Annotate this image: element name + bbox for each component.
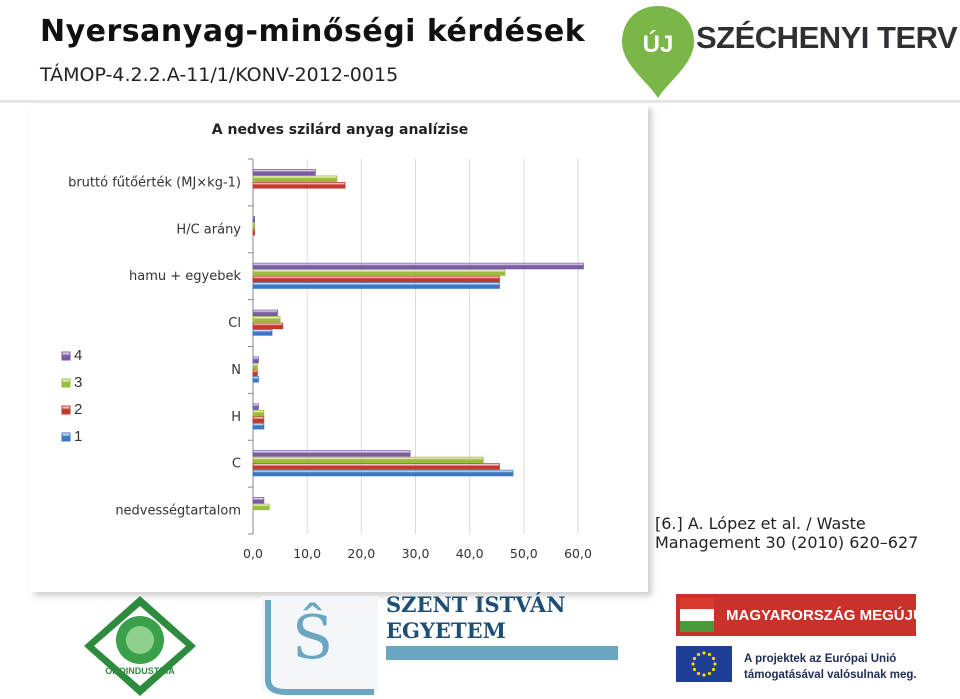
szechenyi-terv-logo: ÚJ SZÉCHENYI TERV — [618, 4, 958, 100]
category-label: nedvességtartalom — [115, 504, 241, 519]
map-pin-icon: ÚJ — [622, 6, 694, 98]
bar-series-4 — [252, 215, 256, 223]
bar-series-3 — [252, 269, 506, 276]
category-label: N — [231, 363, 241, 378]
eu-star-icon — [711, 667, 716, 672]
header-divider — [0, 100, 960, 103]
page-title: Nyersanyag-minőségi kérdések — [40, 14, 586, 49]
chart-grid — [248, 158, 579, 535]
okoindustria-logo: ÖKOINDUSTRIA — [84, 596, 196, 696]
x-tick-label: 30,0 — [402, 546, 430, 561]
x-tick-labels: 0,0 10,0 20,0 30,0 40,0 50,0 60,0 — [243, 546, 592, 561]
legend-label: 1 — [74, 428, 82, 445]
citation-line-1: [6.] A. López et al. / Waste — [655, 514, 866, 533]
legend-swatch — [61, 405, 71, 415]
eu-star-icon — [696, 652, 701, 657]
bar-series-4 — [252, 309, 278, 317]
university-name-line-2: EGYETEM — [386, 618, 506, 643]
bar-series-2 — [252, 182, 346, 189]
bar-series-4 — [252, 356, 259, 364]
x-tick-label: 0,0 — [243, 546, 263, 561]
bar-series-2 — [252, 228, 256, 236]
chart-legend: 4 3 2 1 — [61, 347, 82, 445]
szechenyi-terv-text: SZÉCHENYI TERV — [696, 20, 958, 55]
bar-series-3 — [252, 175, 338, 183]
eu-star-icon — [711, 656, 716, 661]
bar-series-4 — [252, 450, 411, 457]
bar-series-3 — [252, 316, 281, 323]
category-label: H — [231, 410, 241, 425]
citation-line-2: Management 30 (2010) 620–627 — [655, 533, 919, 552]
bar-series-2 — [252, 463, 500, 470]
eu-star-icon — [702, 651, 706, 655]
legend-label: 2 — [74, 401, 82, 418]
bar-series-4 — [252, 262, 584, 270]
category-label: Cl — [228, 316, 241, 331]
bar-chart: A nedves szilárd anyag analízise bruttó … — [61, 122, 592, 561]
eu-support-notice: A projektek az Európai Unió támogatásáva… — [676, 646, 917, 682]
footer-logos: ÖKOINDUSTRIA Ŝ SZENT ISTVÁN EGYETEM MAGY… — [84, 592, 933, 696]
category-label: H/C arány — [176, 222, 241, 237]
bar-series-2 — [252, 275, 500, 283]
eu-star-icon — [691, 662, 695, 666]
eu-star-icon — [692, 667, 697, 672]
legend-swatch — [61, 432, 71, 442]
bar-series-3 — [252, 409, 265, 417]
eu-star-icon — [692, 656, 697, 661]
bar-series-1 — [252, 469, 514, 477]
eu-star-icon — [696, 671, 701, 676]
legend-label: 4 — [74, 347, 82, 364]
x-tick-label: 20,0 — [347, 546, 375, 561]
bar-series-4 — [252, 497, 265, 504]
eu-star-icon — [707, 652, 712, 657]
bar-series-3 — [252, 456, 484, 464]
chart-title: A nedves szilárd anyag analízise — [212, 122, 468, 138]
bar-series-2 — [252, 369, 258, 377]
citation: [6.] A. López et al. / Waste Management … — [655, 514, 955, 552]
bar-series-3 — [252, 503, 270, 511]
bar-series-1 — [252, 282, 500, 289]
x-tick-label: 40,0 — [456, 546, 484, 561]
szent-istvan-logo: Ŝ SZENT ISTVÁN EGYETEM — [262, 592, 618, 695]
category-label: C — [232, 457, 241, 472]
legend-swatch — [61, 378, 71, 388]
bar-series-1 — [252, 376, 259, 383]
banner-text: MAGYARORSZÁG MEGÚJUL — [726, 606, 933, 624]
category-labels: bruttó fűtőérték (MJ×kg-1) H/C arány hamu … — [68, 175, 241, 518]
svg-text:ÚJ: ÚJ — [643, 30, 674, 58]
eu-star-icon — [707, 671, 712, 676]
okoindustria-text: ÖKOINDUSTRIA — [105, 666, 175, 676]
project-code: TÁMOP-4.2.2.A-11/1/KONV-2012-0015 — [40, 64, 399, 86]
chart-bars — [252, 169, 584, 511]
bar-series-4 — [252, 169, 316, 176]
bar-series-4 — [252, 403, 259, 410]
category-label: hamu + egyebek — [129, 269, 241, 284]
magyarorszag-megujul-banner: MAGYARORSZÁG MEGÚJUL — [676, 594, 933, 636]
x-tick-label: 60,0 — [564, 546, 592, 561]
bar-series-1 — [252, 329, 273, 336]
bar-series-3 — [252, 363, 258, 370]
bar-series-1 — [252, 422, 265, 430]
legend-swatch — [61, 351, 71, 361]
eu-star-icon — [702, 673, 706, 677]
x-tick-label: 10,0 — [293, 546, 321, 561]
sie-monogram-icon: Ŝ — [292, 601, 333, 673]
bar-series-3 — [252, 222, 256, 229]
eu-star-icon — [713, 662, 717, 666]
category-label: bruttó fűtőérték (MJ×kg-1) — [68, 175, 241, 190]
x-tick-label: 50,0 — [510, 546, 538, 561]
eu-text-line-2: támogatásával valósulnak meg. — [744, 669, 917, 681]
legend-label: 3 — [74, 374, 82, 391]
bar-series-2 — [252, 322, 284, 330]
eu-text-line-1: A projektek az Európai Unió — [744, 653, 896, 665]
chart-panel: A nedves szilárd anyag analízise bruttó … — [30, 104, 648, 592]
bar-series-2 — [252, 416, 265, 423]
university-name-line-1: SZENT ISTVÁN — [386, 592, 565, 617]
